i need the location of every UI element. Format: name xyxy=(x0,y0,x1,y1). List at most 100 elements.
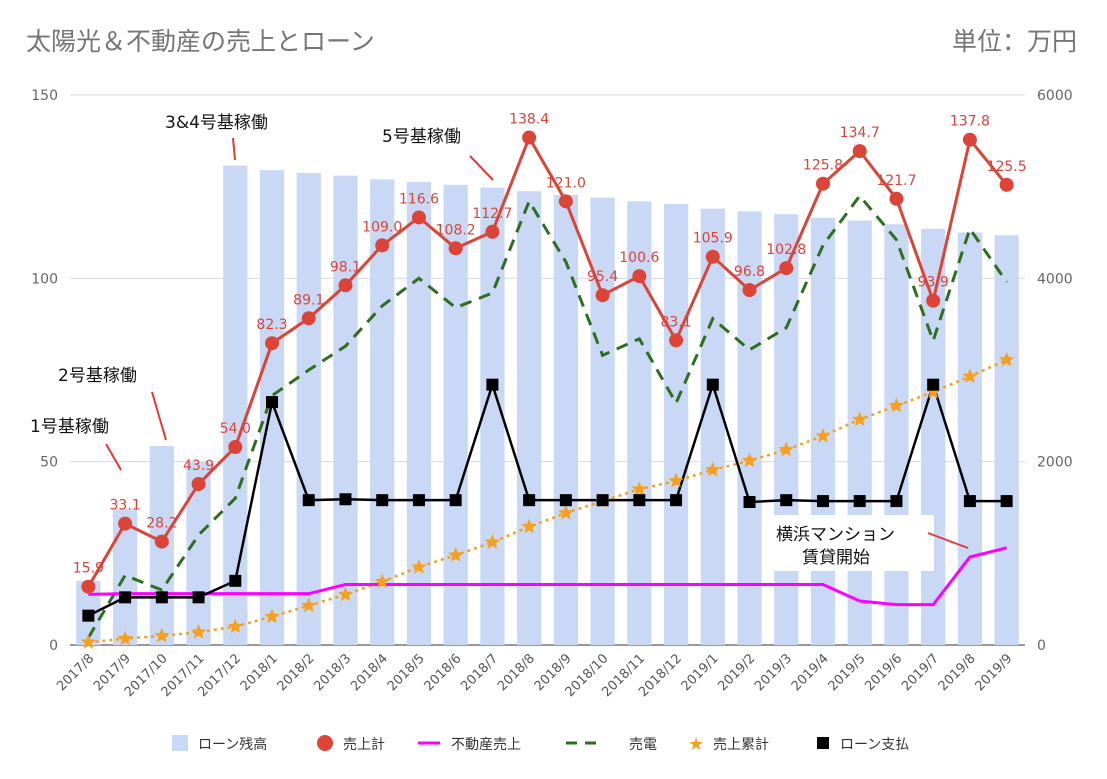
loan-payment-point xyxy=(743,496,756,508)
total-sales-point xyxy=(999,177,1014,192)
legend-label: 売上累計 xyxy=(713,737,769,753)
loan-payment-point xyxy=(1000,495,1013,508)
cumulative-point xyxy=(815,428,831,443)
legend-label: ローン残高 xyxy=(198,736,267,753)
annotations: 1号基稼働 2号基稼働 3&4号基稼働 5号基稼働 横浜マンション 賃貸開始 xyxy=(30,113,969,571)
total-sales-point xyxy=(889,191,904,206)
loan-payment-point xyxy=(339,493,352,506)
right-axis-tick: 0 xyxy=(1037,638,1046,654)
loan-balance-bar xyxy=(590,197,615,645)
loan-payment-point xyxy=(302,494,315,507)
legend-item-realestate[interactable]: 不動産売上 xyxy=(418,737,521,753)
total-sales-point xyxy=(154,534,169,549)
total-sales-label: 121.0 xyxy=(546,175,586,191)
legend: ローン残高 売上計 不動産売上 売電 ★ 売上累計 ローン支払 xyxy=(172,734,909,755)
total-sales-point xyxy=(338,278,353,293)
loan-balance-bar xyxy=(480,187,505,646)
loan-payment-point xyxy=(596,494,609,507)
total-sales-label: 98.1 xyxy=(330,259,361,275)
legend-item-sales[interactable]: 売上計 xyxy=(317,735,385,753)
loan-payment-point xyxy=(192,591,205,604)
power-sales-line xyxy=(87,193,1008,639)
cumulative-point xyxy=(154,627,170,643)
annotation-yokohama: 横浜マンション xyxy=(776,525,895,545)
total-sales-label: 134.7 xyxy=(840,125,880,141)
total-sales-point xyxy=(301,311,316,326)
annotation-unit34-pointer xyxy=(232,137,236,161)
legend-item-loan-payment[interactable]: ローン支払 xyxy=(817,737,909,753)
x-axis-ticks: 2017/82017/92017/102017/112017/122018/12… xyxy=(54,651,1015,700)
x-axis-tick: 2017/8 xyxy=(54,651,97,694)
total-sales-label: 54.0 xyxy=(220,421,251,437)
total-sales-label: 93.9 xyxy=(918,275,949,291)
total-sales-label: 96.8 xyxy=(734,264,765,280)
x-axis-tick: 2019/3 xyxy=(752,651,795,694)
legend-label: ローン支払 xyxy=(840,737,909,753)
legend-swatch-star: ★ xyxy=(688,734,704,755)
total-sales-label: 105.9 xyxy=(693,231,733,247)
x-axis-tick: 2019/8 xyxy=(936,651,979,694)
loan-balance-bar xyxy=(296,172,321,645)
total-sales-point xyxy=(81,579,96,594)
loan-balance-bar xyxy=(663,204,689,646)
loan-payment-point xyxy=(119,591,132,604)
loan-balance-bar xyxy=(370,179,395,646)
loan-payment-point xyxy=(266,396,279,409)
loan-balance-bar xyxy=(774,214,799,645)
legend-item-cumulative[interactable]: ★ 売上累計 xyxy=(688,734,769,755)
total-sales-label: 83.1 xyxy=(660,314,691,330)
total-sales-point xyxy=(632,269,647,284)
legend-item-loan-balance[interactable]: ローン残高 xyxy=(172,735,267,753)
loan-payment-point xyxy=(670,494,683,507)
cumulative-point xyxy=(227,618,243,634)
x-axis-tick: 2019/1 xyxy=(679,651,722,694)
loan-balance-bar xyxy=(700,208,725,645)
legend-swatch-bar xyxy=(172,735,188,751)
loan-payment-point xyxy=(633,494,646,507)
x-axis-tick: 2018/7 xyxy=(458,651,501,694)
left-axis-tick: 100 xyxy=(31,271,58,287)
cumulative-point xyxy=(264,608,280,624)
left-axis-tick: 0 xyxy=(49,638,58,654)
total-sales-point xyxy=(485,224,500,239)
total-sales-point xyxy=(705,249,720,264)
annotation-rental: 賃貸開始 xyxy=(802,548,870,568)
total-sales-label: 82.3 xyxy=(256,317,287,333)
loan-balance-bar xyxy=(994,235,1019,645)
total-sales-label: 116.6 xyxy=(399,191,439,207)
cumulative-point xyxy=(337,586,354,602)
realestate-sales-line xyxy=(88,546,1007,607)
cumulative-point xyxy=(521,518,537,534)
right-axis-tick: 2000 xyxy=(1037,455,1073,471)
loan-balance-bar xyxy=(847,220,872,646)
x-axis-tick: 2018/4 xyxy=(348,651,391,694)
left-axis-ticks: 0 50 100 150 xyxy=(31,88,58,654)
total-sales-label: 109.0 xyxy=(362,219,402,235)
loan-balance-bar xyxy=(957,232,983,645)
x-axis-tick: 2019/6 xyxy=(862,651,905,694)
legend-swatch-square xyxy=(817,737,829,749)
loan-payment-line xyxy=(87,380,1007,617)
total-sales-label: 138.4 xyxy=(509,112,549,128)
total-sales-label: 28.2 xyxy=(146,516,177,532)
loan-payment-point xyxy=(82,609,95,622)
cumulative-point xyxy=(925,384,941,399)
loan-payment-point xyxy=(963,495,976,508)
cumulative-point xyxy=(374,573,390,589)
legend-item-power[interactable]: 売電 xyxy=(566,737,657,753)
loan-balance-bar xyxy=(627,201,652,646)
total-sales-point xyxy=(926,293,941,308)
loan-payment-point xyxy=(853,495,866,508)
total-sales-label: 89.1 xyxy=(293,292,324,308)
x-axis-tick: 2018/3 xyxy=(311,651,354,694)
legend-label: 不動産売上 xyxy=(451,737,521,753)
loan-payment-point xyxy=(229,574,242,587)
loan-balance-bar xyxy=(443,184,468,646)
x-axis-tick: 2018/2 xyxy=(275,651,318,694)
loan-balance-bar xyxy=(921,228,946,646)
loan-balance-bar xyxy=(186,461,211,645)
cumulative-point xyxy=(80,634,96,649)
total-sales-point xyxy=(779,261,794,276)
total-sales-point xyxy=(522,130,537,145)
total-sales-point xyxy=(118,516,133,531)
